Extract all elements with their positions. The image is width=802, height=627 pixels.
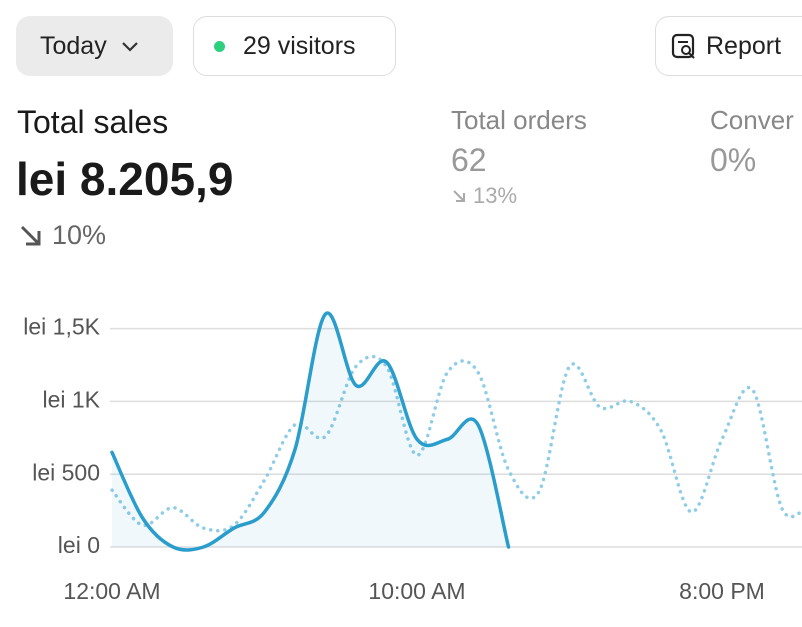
- metric-label: Total sales: [17, 104, 169, 140]
- date-label: Today: [40, 31, 107, 60]
- live-dot: [214, 40, 225, 52]
- metric-change: 13%: [451, 183, 517, 209]
- line: [110, 311, 511, 552]
- change-text: 13%: [473, 183, 518, 208]
- metric-label: Conver: [710, 105, 794, 135]
- metric-value: lei 8.205,9: [16, 153, 234, 205]
- y-tick-label: lei 1K: [42, 386, 100, 412]
- metric-change: 10%: [18, 220, 106, 251]
- down-arrow: [20, 225, 41, 245]
- report-label: Report: [706, 31, 782, 60]
- down-arrow: [453, 190, 465, 202]
- x-tick-label: 8:00 PM: [679, 578, 765, 604]
- report-icon: [671, 33, 695, 59]
- y-tick-label: lei 1,5K: [23, 314, 100, 340]
- line: [110, 354, 802, 533]
- y-tick-label: lei 500: [32, 459, 100, 485]
- metric-label: Total orders: [451, 105, 587, 135]
- metric-value: 62: [451, 142, 487, 178]
- y-tick-label: lei 0: [58, 532, 100, 558]
- area: [112, 312, 509, 551]
- date-button[interactable]: Today: [16, 16, 173, 76]
- metric-value: 0%: [710, 142, 757, 178]
- chevron: [121, 42, 138, 52]
- visitors-button[interactable]: 29 visitors: [193, 16, 396, 76]
- report-button[interactable]: Report: [655, 16, 802, 76]
- x-tick-label: 10:00 AM: [368, 578, 465, 604]
- change-text: 10%: [52, 220, 107, 250]
- visitors-label: 29 visitors: [243, 31, 356, 60]
- x-tick-label: 12:00 AM: [63, 578, 160, 604]
